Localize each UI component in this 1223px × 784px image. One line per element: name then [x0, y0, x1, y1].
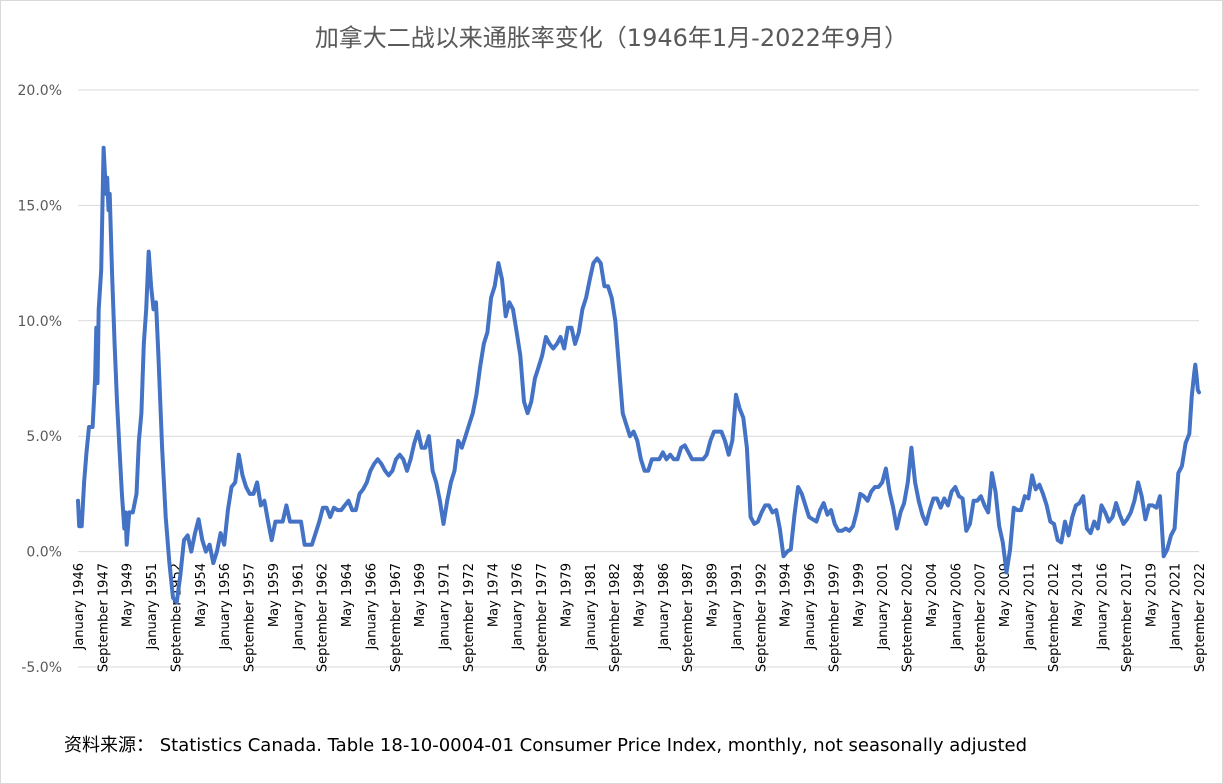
x-tick-label: September 1997 [828, 563, 843, 672]
series-layer [76, 145, 1201, 605]
x-tick-label: September 1992 [754, 563, 769, 672]
x-tick-label: May 2009 [998, 563, 1013, 627]
chart-title: 加拿大二战以来通胀率变化（1946年1月-2022年9月） [314, 24, 909, 52]
x-tick-label: January 1966 [364, 563, 379, 651]
x-tick-label: September 1987 [681, 563, 696, 672]
x-tick-label: January 2016 [1096, 563, 1111, 651]
x-tick-label: May 1964 [340, 563, 355, 627]
x-tick-label: September 2002 [901, 563, 916, 672]
x-tick-label: September 1977 [535, 563, 550, 672]
x-tick-label: January 2011 [1022, 563, 1037, 651]
x-tick-label: January 1976 [511, 563, 526, 651]
y-tick-label: 20.0% [18, 83, 62, 99]
y-tick-label: -5.0% [21, 660, 62, 676]
x-tick-label: September 1972 [462, 563, 477, 672]
x-tick-label: September 2007 [974, 563, 989, 672]
x-tick-label: May 1989 [706, 563, 721, 627]
x-tick-label: May 2014 [1071, 563, 1086, 627]
x-tick-label: May 1969 [413, 563, 428, 627]
x-tick-label: September 1982 [608, 563, 623, 672]
x-tick-label: January 2001 [876, 563, 891, 651]
x-tick-label: January 1981 [584, 563, 599, 651]
x-tick-label: January 1961 [291, 563, 306, 651]
x-tick-label: May 1949 [121, 563, 136, 627]
x-tick-label: January 1986 [657, 563, 672, 651]
x-tick-label: January 1951 [145, 563, 160, 651]
y-tick-label: 10.0% [18, 314, 62, 330]
x-tick-label: January 1946 [72, 563, 87, 651]
x-tick-label: May 1954 [194, 563, 209, 627]
x-axis-ticks: January 1946 September 1947 May 1949 Januar… [72, 563, 1208, 672]
y-tick-label: 15.0% [18, 198, 62, 214]
x-tick-label: September 2012 [1047, 563, 1062, 672]
x-tick-label: September 1947 [96, 563, 111, 672]
x-tick-label: May 1984 [633, 563, 648, 627]
x-tick-label: January 2021 [1169, 563, 1184, 651]
x-tick-label: January 2006 [949, 563, 964, 651]
x-tick-label: September 2022 [1193, 563, 1208, 672]
x-tick-label: May 1994 [779, 563, 794, 627]
x-tick-label: May 1959 [267, 563, 282, 627]
x-tick-label: May 2004 [925, 563, 940, 627]
x-tick-label: May 1999 [852, 563, 867, 627]
x-tick-label: September 1967 [389, 563, 404, 672]
x-tick-label: January 1956 [218, 563, 233, 651]
series-line-0 [76, 145, 1201, 605]
x-tick-label: September 1957 [243, 563, 258, 672]
source-note: 资料来源： Statistics Canada. Table 18-10-000… [64, 735, 1027, 756]
y-tick-label: 0.0% [26, 545, 62, 561]
x-tick-label: January 1971 [438, 563, 453, 651]
x-tick-label: May 1979 [559, 563, 574, 627]
x-tick-label: January 1996 [803, 563, 818, 651]
x-tick-label: January 1991 [730, 563, 745, 651]
x-tick-label: September 1962 [316, 563, 331, 672]
y-axis-ticks: 20.0% 15.0% 10.0% 5.0% 0.0% -5.0% [18, 83, 62, 676]
x-tick-label: May 1974 [486, 563, 501, 627]
x-tick-label: May 2019 [1144, 563, 1159, 627]
y-tick-label: 5.0% [26, 429, 62, 445]
gridlines [78, 89, 1199, 668]
x-tick-label: September 2017 [1120, 563, 1135, 672]
